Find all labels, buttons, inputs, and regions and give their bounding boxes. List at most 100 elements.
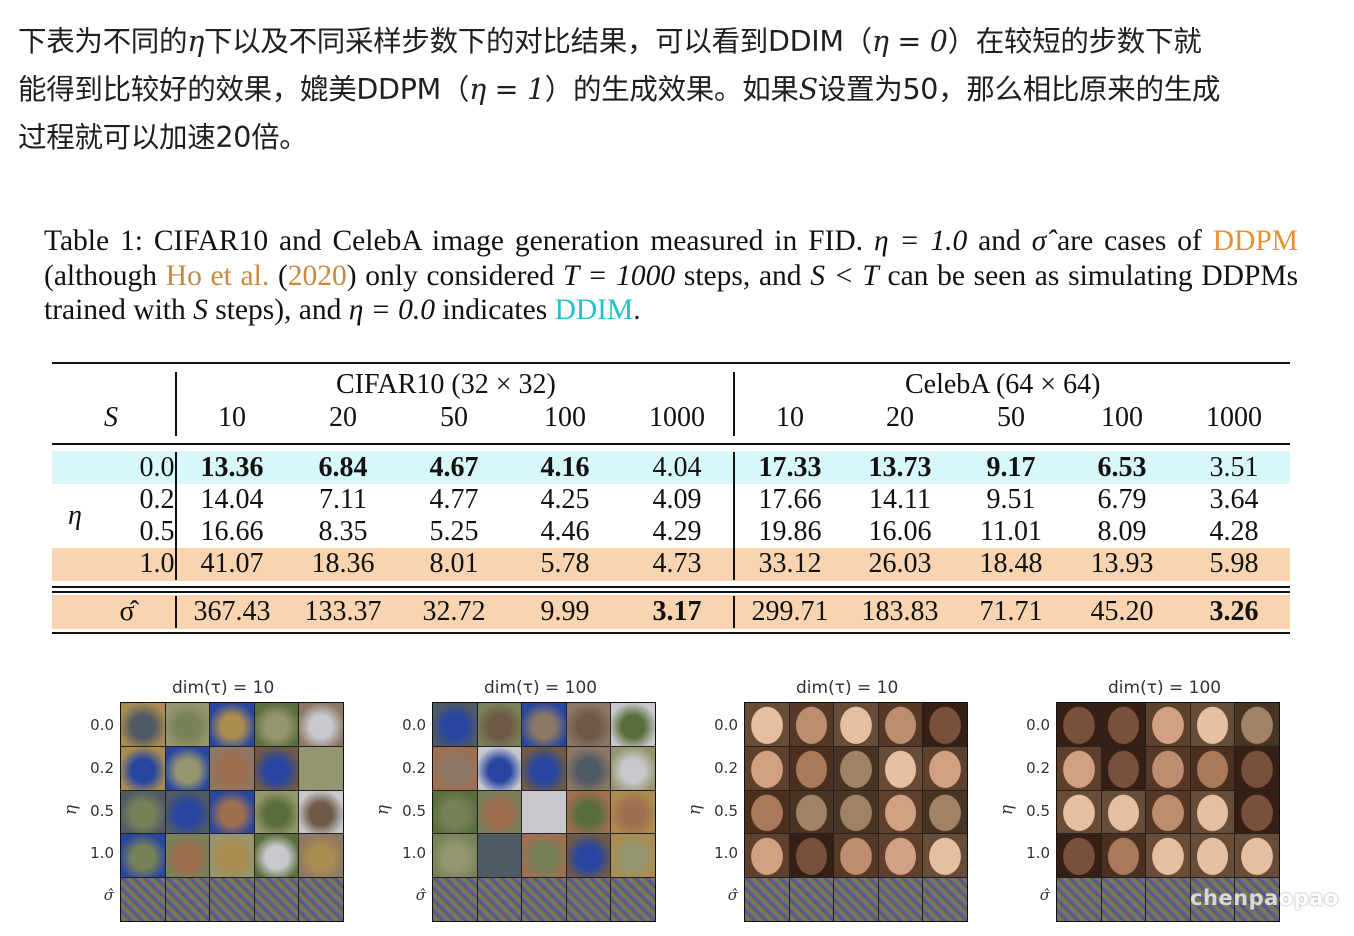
sample-image — [1101, 790, 1146, 834]
sample-image — [1190, 790, 1235, 834]
fid-cell: 9.17 — [986, 452, 1036, 483]
top-rule — [52, 362, 1290, 364]
sample-image — [121, 834, 165, 878]
panel-row-label: 1.0 — [714, 844, 738, 862]
fid-cell: 45.20 — [1090, 596, 1154, 627]
fid-cell: 13.36 — [200, 452, 264, 483]
fid-cell: 4.77 — [429, 484, 479, 515]
sample-image — [566, 703, 611, 746]
caption-text: steps), and — [215, 294, 342, 326]
sample-image — [299, 746, 343, 790]
sample-image — [522, 703, 566, 746]
fid-cell: 4.46 — [540, 516, 590, 547]
intro-text: 设置为50，那么相比原来的生成 — [817, 73, 1221, 106]
panel-axis-label: η — [685, 804, 706, 816]
sample-image — [834, 746, 878, 790]
sample-image — [1101, 878, 1146, 921]
sample-image — [254, 703, 299, 746]
citation-year-link[interactable]: 2020 — [287, 259, 347, 292]
eta-row-label: 0.0 — [139, 452, 175, 483]
sample-image — [611, 703, 655, 746]
sample-image — [1101, 746, 1146, 790]
sample-image — [1101, 703, 1146, 746]
ddpm-link[interactable]: DDPM — [1212, 225, 1299, 257]
sample-image — [522, 834, 566, 878]
fid-cell: 6.79 — [1097, 484, 1147, 515]
intro-text: ）的生成效果。如果 — [544, 73, 799, 106]
fid-cell: 14.11 — [869, 484, 931, 515]
sample-image — [1146, 834, 1190, 878]
sample-panel-celeba-10: dim(τ) = 10 0.0 0.2 0.5 1.0 σ̂ η — [685, 676, 986, 926]
panel-row-label: σ̂ — [1039, 886, 1050, 904]
fid-cell: 18.48 — [979, 548, 1043, 579]
column-divider — [175, 452, 177, 580]
panel-row-label: σ̂ — [415, 886, 426, 904]
panel-row-label: 1.0 — [402, 844, 426, 862]
sample-image — [477, 790, 522, 834]
s-symbol: S — [798, 73, 819, 106]
sample-image — [1235, 790, 1279, 834]
sample-image — [834, 703, 878, 746]
panel-row-label: 0.2 — [714, 759, 738, 777]
sample-image — [789, 878, 834, 921]
fid-cell: 8.35 — [318, 516, 368, 547]
sample-image — [1235, 878, 1279, 921]
sample-image — [477, 878, 522, 921]
sample-image — [1146, 878, 1190, 921]
fid-cell: 71.71 — [979, 596, 1043, 627]
fid-cell: 33.12 — [758, 548, 822, 579]
column-divider — [733, 372, 735, 436]
cifar-header: CIFAR10 (32 × 32) — [336, 369, 556, 400]
fid-cell: 8.01 — [429, 548, 479, 579]
caption-math: S < T — [810, 259, 879, 292]
fid-cell: 4.73 — [652, 548, 702, 579]
sample-image — [522, 790, 566, 834]
caption-text: ( — [277, 259, 288, 292]
sample-image — [1057, 790, 1101, 834]
fid-cell: 8.09 — [1097, 516, 1147, 547]
sample-image — [1190, 703, 1235, 746]
header-rule — [52, 443, 1290, 445]
sample-image — [299, 834, 343, 878]
fid-cell: 32.72 — [422, 596, 486, 627]
panel-row-label: 0.5 — [1026, 802, 1050, 820]
column-divider — [175, 596, 177, 628]
celeba-header: CelebA (64 × 64) — [905, 369, 1101, 400]
steps-header-cell: 100 — [1101, 402, 1143, 433]
eta-row-label: 1.0 — [139, 548, 175, 579]
sample-image — [923, 834, 967, 878]
sample-image — [923, 790, 967, 834]
fid-cell: 13.93 — [1090, 548, 1154, 579]
fid-cell: 13.73 — [868, 452, 932, 483]
steps-header-cell: 50 — [440, 402, 468, 433]
steps-header-cell: 100 — [544, 402, 586, 433]
panel-title: dim(τ) = 10 — [172, 678, 275, 698]
eta-header: η — [68, 500, 82, 531]
sample-image — [566, 746, 611, 790]
fid-cell: 3.51 — [1209, 452, 1259, 483]
sample-image — [878, 703, 923, 746]
panel-title: dim(τ) = 100 — [1108, 678, 1222, 698]
sample-image — [745, 878, 789, 921]
fid-cell: 4.04 — [652, 452, 702, 483]
sample-image — [210, 790, 254, 834]
fid-cell: 16.66 — [200, 516, 264, 547]
ddim-link[interactable]: DDIM — [554, 294, 634, 326]
caption-math: σ̂ — [1031, 225, 1047, 257]
sample-image — [254, 790, 299, 834]
panel-row-label: 0.2 — [1026, 759, 1050, 777]
panel-row-label: 0.5 — [714, 802, 738, 820]
sample-image — [1190, 746, 1235, 790]
bottom-rule — [52, 632, 1290, 634]
fid-cell: 5.98 — [1209, 548, 1259, 579]
sigma-row-label: σ̂ — [119, 596, 135, 627]
fid-cell: 6.53 — [1097, 452, 1147, 483]
sample-image — [299, 790, 343, 834]
eta-row-label: 0.5 — [139, 516, 175, 547]
citation-link[interactable]: Ho et al. — [165, 259, 270, 292]
sample-image — [1057, 878, 1101, 921]
sample-image — [834, 790, 878, 834]
steps-header-cell: 20 — [329, 402, 357, 433]
sample-image — [1146, 790, 1190, 834]
panel-row-label: 1.0 — [1026, 844, 1050, 862]
